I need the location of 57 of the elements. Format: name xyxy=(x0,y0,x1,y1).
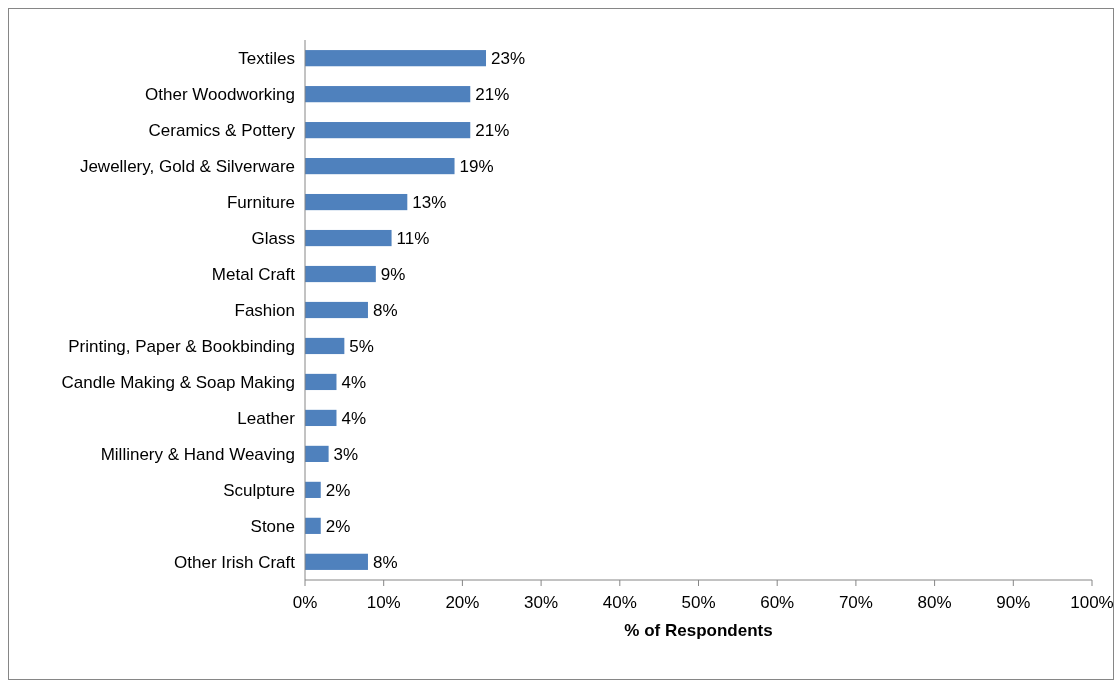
y-tick-label: Candle Making & Soap Making xyxy=(61,372,295,392)
y-tick-label: Metal Craft xyxy=(211,264,296,284)
data-label: 5% xyxy=(349,336,374,356)
x-axis-title: % of Respondents xyxy=(624,621,773,640)
y-tick-label: Textiles xyxy=(238,49,295,69)
y-tick-label: Printing, Paper & Bookbinding xyxy=(68,336,295,356)
bar xyxy=(305,301,368,319)
y-tick-label: Fashion xyxy=(234,300,295,320)
bar xyxy=(305,50,487,67)
x-tick-label: 80% xyxy=(917,593,952,612)
bar xyxy=(305,481,321,498)
y-tick-label: Other Irish Craft xyxy=(174,552,296,572)
data-label: 4% xyxy=(341,372,367,392)
x-tick-label: 100% xyxy=(1070,593,1114,612)
data-label: 2% xyxy=(325,480,351,500)
data-label: 23% xyxy=(491,49,526,69)
x-tick-label: 50% xyxy=(681,593,716,612)
bar xyxy=(305,229,392,247)
bar xyxy=(305,337,345,355)
data-label: 21% xyxy=(475,121,510,141)
bar xyxy=(305,122,471,139)
x-tick-label: 30% xyxy=(524,593,559,612)
bar xyxy=(305,86,471,103)
bar xyxy=(305,193,408,211)
data-label: 21% xyxy=(475,85,510,105)
x-tick-label: 10% xyxy=(366,593,401,612)
x-tick-label: 60% xyxy=(760,593,795,612)
x-tick-label: 70% xyxy=(838,593,873,612)
bar xyxy=(305,373,337,391)
data-label: 8% xyxy=(372,552,398,572)
y-tick-label: Other Woodworking xyxy=(145,85,295,105)
x-tick-label: 0% xyxy=(292,593,318,612)
y-tick-label: Furniture xyxy=(226,193,295,213)
data-label: 9% xyxy=(380,264,406,284)
y-tick-label: Jewellery, Gold & Silverware xyxy=(79,157,295,177)
bar xyxy=(305,265,376,283)
y-tick-label: Stone xyxy=(250,516,295,536)
bar xyxy=(305,517,321,534)
y-tick-label: Ceramics & Pottery xyxy=(148,121,296,141)
data-label: 3% xyxy=(333,444,359,464)
x-tick-label: 20% xyxy=(445,593,480,612)
y-tick-label: Glass xyxy=(251,229,295,248)
data-label: 11% xyxy=(396,229,430,248)
data-label: 2% xyxy=(325,516,351,536)
data-label: 4% xyxy=(341,408,367,428)
bar xyxy=(305,158,455,175)
data-label: 19% xyxy=(459,157,494,177)
y-tick-label: Sculpture xyxy=(223,480,295,500)
bar xyxy=(305,553,368,570)
y-tick-label: Leather xyxy=(237,408,296,428)
bar xyxy=(305,445,329,462)
data-label: 13% xyxy=(412,193,447,213)
y-tick-label: Millinery & Hand Weaving xyxy=(100,444,295,464)
x-tick-label: 40% xyxy=(602,593,637,612)
data-label: 8% xyxy=(372,300,398,320)
bar xyxy=(305,409,337,427)
x-tick-label: 90% xyxy=(996,593,1031,612)
